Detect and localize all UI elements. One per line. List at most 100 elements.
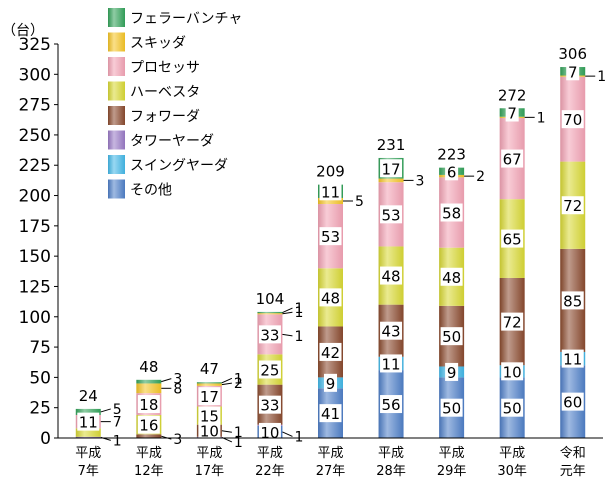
bar-stack: 231 56 11 43 48 53 17 3 [377, 136, 425, 438]
data-label-background [319, 288, 342, 307]
data-label: 11 [382, 355, 401, 373]
y-tick-label: 325 [19, 35, 51, 55]
bar-segment [75, 436, 101, 438]
legend-swatch [108, 179, 125, 199]
x-tick-label: 平成 17年 [195, 446, 225, 479]
callout-label: 1 [234, 425, 243, 441]
callout-label: 3 [173, 372, 182, 388]
data-label-background [198, 387, 221, 406]
legend-label: フェラーバンチャ [130, 11, 242, 27]
bar-segment [318, 197, 343, 205]
data-label: 50 [442, 400, 461, 418]
data-label: 48 [321, 289, 340, 307]
legend-label: スキッダ [130, 36, 186, 52]
y-tick-label: 275 [19, 96, 51, 116]
data-label-background [445, 362, 459, 381]
legend-label: タワーヤーダ [130, 134, 214, 150]
callout-leader-line [282, 333, 293, 337]
data-label-background [258, 395, 281, 414]
data-label: 11 [563, 351, 582, 369]
data-label-background [319, 227, 342, 246]
bar-total-label: 24 [79, 387, 98, 405]
bar-segment [196, 383, 222, 386]
callout-label: 1 [294, 305, 303, 321]
legend-label: プロセッサ [130, 60, 200, 76]
legend: フェラーバンチャスキッダプロセッサハーベスタフォワーダタワーヤーダスイングヤーダ… [108, 8, 242, 199]
bar-stack: 209 41 9 42 48 53 11 5 [316, 163, 364, 438]
bar-segment [75, 428, 101, 437]
callout-leader-line [282, 311, 293, 315]
x-tick-label: 平成 28年 [376, 446, 406, 479]
x-tick-label: 令和元年 [560, 446, 586, 479]
callout-label: 1 [597, 69, 606, 85]
y-tick-label: 250 [19, 126, 51, 146]
legend-swatch [108, 130, 125, 150]
bar-total-label: 209 [316, 163, 345, 181]
data-label: 72 [563, 197, 582, 215]
data-label-background [501, 229, 524, 248]
legend-swatch [108, 57, 125, 76]
data-label: 11 [321, 183, 340, 201]
bar-segment [75, 408, 101, 415]
data-label: 60 [563, 394, 582, 412]
bar-segment [136, 434, 162, 438]
data-label: 10 [503, 363, 522, 381]
callout-label: 3 [416, 173, 425, 189]
data-label-background [380, 395, 403, 414]
data-label-background [505, 103, 519, 122]
callout-label: 2 [476, 169, 485, 185]
bar-stack: 223 50 9 50 48 58 6 2 [437, 146, 485, 438]
data-label-background [501, 312, 524, 331]
data-label: 17 [382, 160, 401, 178]
bar-stack: 272 50 10 72 65 67 7 1 [498, 86, 546, 438]
data-label-background [319, 182, 342, 201]
y-tick-label: 75 [29, 338, 51, 358]
callout-leader-line [221, 377, 233, 384]
y-axis-unit-label: （台） [2, 23, 44, 39]
bar-total-label: 104 [256, 290, 285, 308]
y-tick-label: 25 [29, 399, 51, 419]
data-label-background [380, 205, 403, 224]
data-label: 6 [447, 163, 457, 181]
data-label: 18 [139, 396, 158, 414]
data-label-background [440, 267, 463, 286]
data-label-background [324, 373, 337, 392]
bar-total-label: 223 [437, 146, 466, 164]
legend-label: スイングヤーダ [130, 158, 228, 174]
data-label: 67 [503, 151, 522, 169]
bar-total-label: 231 [377, 136, 406, 154]
data-label-background [440, 398, 463, 417]
data-label-background [380, 159, 403, 178]
y-tick-label: 150 [19, 247, 51, 267]
callout-label: 1 [234, 371, 243, 387]
legend-swatch [108, 106, 125, 125]
callout-leader-line [221, 382, 232, 386]
callout-label: 8 [173, 381, 182, 397]
callout-label: 1 [113, 433, 122, 449]
callout-label: 5 [355, 194, 364, 210]
data-label: 42 [321, 344, 340, 362]
data-label: 58 [442, 205, 461, 223]
bar-segment [257, 311, 283, 314]
x-tick-label: 平成 22年 [255, 446, 285, 479]
callout-label: 3 [173, 432, 182, 448]
y-tick-label: 100 [19, 308, 51, 328]
callout-label: 5 [113, 402, 122, 418]
x-tick-label: 平成 30年 [497, 446, 527, 479]
callout-label: 2 [234, 376, 243, 392]
data-label: 17 [200, 388, 219, 406]
callout-label: 1 [537, 110, 546, 126]
data-label: 33 [260, 326, 279, 344]
data-label: 15 [200, 408, 219, 426]
data-label-background [319, 404, 342, 423]
bar-segment [196, 382, 222, 384]
bar-total-label: 48 [139, 358, 158, 376]
data-label: 10 [260, 424, 279, 442]
data-label: 48 [382, 268, 401, 286]
y-tick-label: 125 [19, 277, 51, 297]
bar-stack: 24 11 57 1 [75, 387, 122, 449]
